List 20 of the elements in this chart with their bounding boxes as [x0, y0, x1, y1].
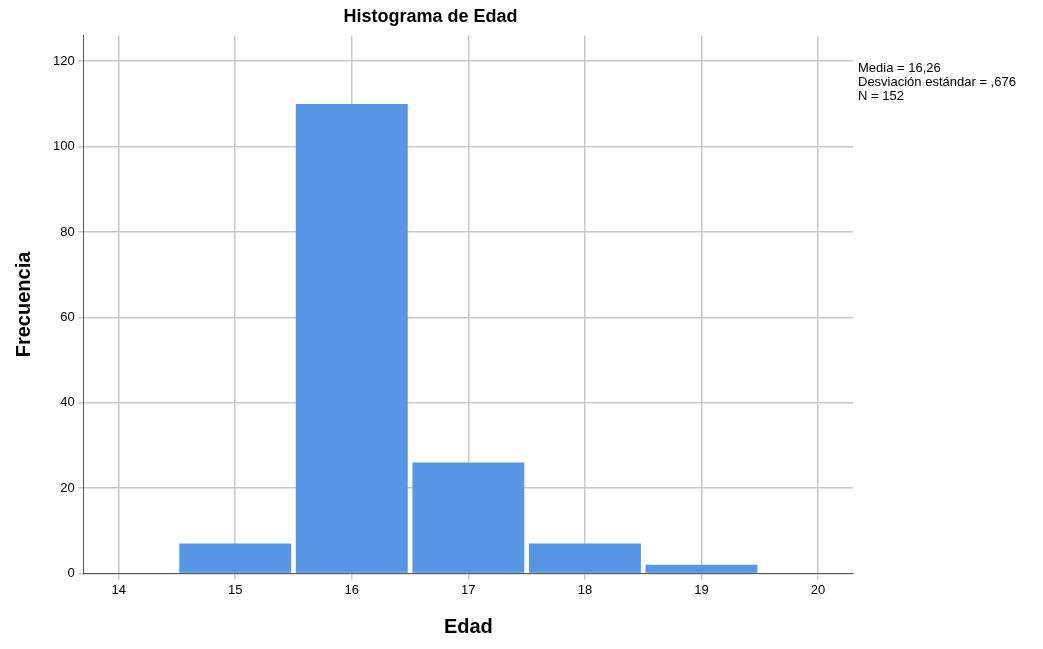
- x-tick-label: 18: [577, 581, 593, 597]
- y-tick-label: 20: [60, 479, 75, 495]
- x-tick-label: 19: [694, 581, 709, 597]
- text: N = 152: [858, 88, 905, 103]
- y-tick-label: 60: [60, 308, 75, 324]
- text: Media = 16,26: [858, 60, 942, 75]
- x-tick-label: 14: [111, 581, 126, 597]
- x-tick-label: 20: [810, 581, 826, 597]
- y-tick-label: 0: [67, 564, 75, 580]
- x-tick-label: 16: [344, 581, 360, 597]
- x-axis-title: Edad: [443, 614, 493, 637]
- y-tick-label: 120: [52, 52, 75, 68]
- x-tick-label: 17: [461, 581, 476, 597]
- y-tick-label: 100: [52, 138, 75, 154]
- y-tick-label: 40: [60, 394, 75, 410]
- y-tick-label: 80: [60, 223, 75, 239]
- chart-title: Histograma de Edad: [343, 5, 518, 26]
- x-tick-label: 15: [227, 581, 243, 597]
- text: Desviación estándar = ,676: [858, 74, 1016, 89]
- y-axis-title: Frecuencia: [11, 250, 34, 358]
